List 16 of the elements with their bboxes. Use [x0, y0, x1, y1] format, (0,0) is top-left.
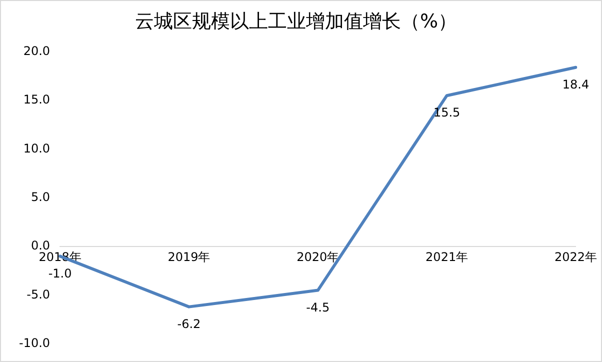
y-tick-label: -10.0: [18, 336, 50, 350]
y-tick-label: 10.0: [23, 141, 50, 156]
y-tick-label: 15.0: [23, 92, 50, 107]
x-tick-label: 2019年: [168, 250, 210, 264]
text: 18.4: [562, 78, 590, 92]
chart-title: 云城区规模以上工业增加值增长（%）: [134, 10, 458, 32]
text: -4.5: [306, 300, 330, 314]
text: -1.0: [48, 266, 72, 280]
y-tick-label: 0.0: [30, 238, 50, 253]
y-tick-label: 5.0: [30, 190, 50, 204]
text: -6.2: [177, 316, 201, 331]
y-tick-label: 20.0: [23, 44, 50, 58]
x-tick-label: 2020年: [296, 250, 340, 264]
x-tick-label: 2022年: [554, 250, 598, 264]
x-tick-label: 2021年: [426, 250, 468, 264]
y-tick-label: -5.0: [26, 287, 50, 302]
